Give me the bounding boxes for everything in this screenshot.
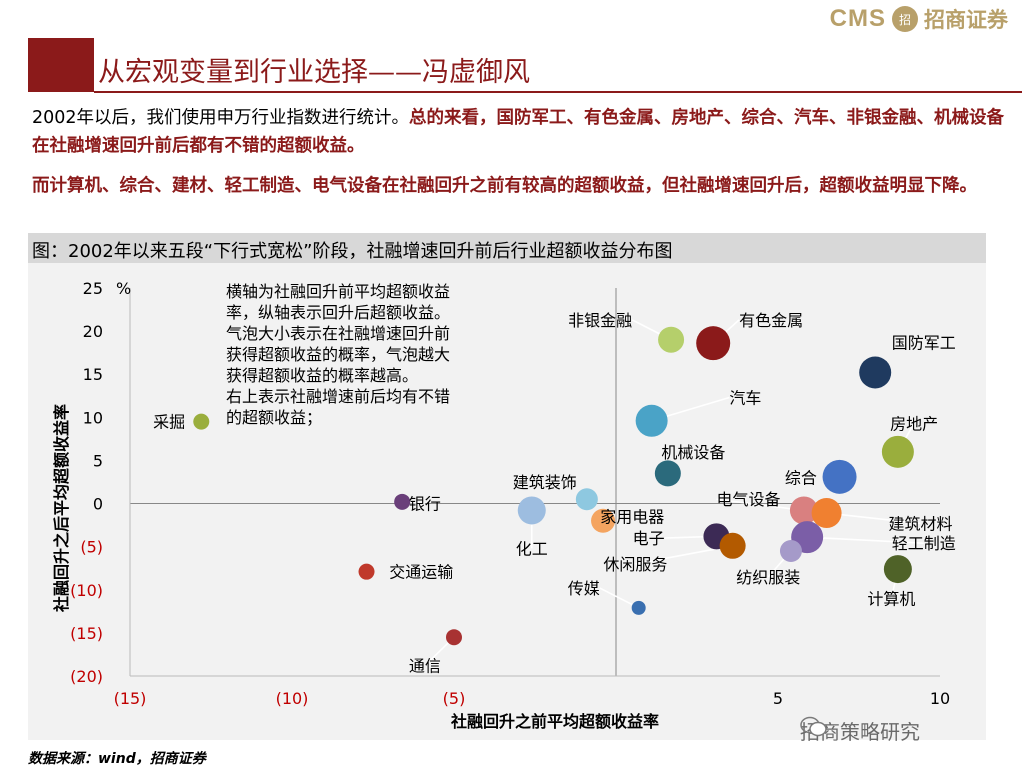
wechat-watermark: 招商策略研究 (800, 716, 920, 745)
title-accent-block (28, 38, 94, 92)
bubble (658, 326, 685, 353)
bubble (394, 493, 411, 510)
bubble (859, 356, 892, 389)
bubble (696, 326, 731, 361)
bubble (654, 460, 681, 487)
bubble-label: 建筑材料 (889, 514, 953, 533)
x-tick-label: (15) (114, 689, 147, 708)
source-note: 数据来源：wind，招商证券 (28, 751, 206, 767)
bubble (883, 555, 912, 584)
y-tick-label: (20) (70, 667, 103, 686)
y-tick-label: (15) (70, 624, 103, 643)
bubble-label: 房地产 (890, 414, 938, 433)
chart-leader-lines (402, 319, 924, 667)
bubble-label: 电子 (633, 529, 665, 548)
bubble (446, 629, 462, 646)
wechat-icon (800, 716, 827, 737)
bubble (811, 498, 842, 529)
y-tick-label: (5) (80, 538, 103, 557)
y-tick-label: 10 (83, 408, 103, 427)
y-axis-title: 社融回升之后平均超额收益率 (52, 404, 71, 613)
x-tick-label: (5) (443, 689, 466, 708)
bubble (631, 600, 646, 615)
bubble-label: 纺织服装 (736, 568, 800, 587)
bubble (779, 539, 802, 562)
bubble-label: 有色金属 (739, 311, 803, 330)
chart-bubbles (193, 326, 914, 646)
y-tick-label: 20 (83, 322, 103, 341)
annotation-line: 率，纵轴表示回升后超额收益。 (226, 303, 450, 322)
x-tick-label: 10 (930, 689, 950, 708)
bubble (719, 532, 746, 559)
bubble (635, 404, 668, 437)
leader-line (599, 587, 640, 609)
annotation-line: 横轴为社融回升前平均超额收益 (226, 282, 450, 301)
paragraph-2: 而计算机、综合、建材、轻工制造、电气设备在社融回升之前有较高的超额收益，但社融增… (32, 172, 1017, 200)
logo-cms-text: CMS (829, 5, 886, 32)
leader-line (807, 536, 924, 545)
y-unit-label: % (116, 279, 131, 298)
x-tick-label: 5 (773, 689, 783, 708)
paragraph-1-emphasis: 总的来看，国防军工、有色金属、房地产、综合、汽车、非银金融、机械设备在社融增速回… (32, 108, 1005, 156)
y-tick-label: (10) (70, 581, 103, 600)
bubble-label: 传媒 (568, 579, 600, 598)
bubble-label: 电气设备 (716, 490, 780, 509)
y-tick-label: 25 (83, 279, 103, 298)
leader-line (716, 498, 805, 512)
page-title: 从宏观变量到行业选择——冯虚御风 (98, 57, 530, 88)
bubble (193, 413, 210, 430)
annotation-line: 右上表示社融增速前后均有不错 (226, 387, 450, 406)
chart-annotation: 横轴为社融回升前平均超额收益率，纵轴表示回升后超额收益。气泡大小表示在社融增速回… (226, 282, 450, 427)
bubble-label: 化工 (516, 539, 548, 558)
bubble (517, 496, 546, 525)
bubble-label: 计算机 (867, 589, 915, 608)
x-tick-label: (10) (276, 689, 309, 708)
paragraph-2-emphasis: 而计算机、综合、建材、轻工制造、电气设备在社融回升之前有较高的超额收益，但社融增… (32, 176, 977, 196)
bubble-label: 交通运输 (389, 563, 453, 582)
bubble-label: 国防军工 (892, 333, 956, 352)
leader-line (826, 512, 921, 525)
annotation-line: 获得超额收益的概率，气泡越大 (226, 345, 450, 364)
figure-title: 图：2002年以来五段“下行式宽松”阶段，社融增速回升前后行业超额收益分布图 (32, 241, 673, 262)
bubble-label: 休闲服务 (603, 555, 667, 574)
y-tick-label: 15 (83, 365, 103, 384)
logo-mark-icon: 招 (892, 6, 918, 32)
figure-title-bar (28, 233, 986, 263)
y-tick-label: 0 (93, 495, 103, 514)
cms-logo: CMS 招 招商证券 (830, 4, 1008, 34)
bubble-label: 轻工制造 (892, 534, 956, 553)
bubble-label: 机械设备 (661, 443, 725, 462)
bubble-label: 采掘 (153, 413, 185, 432)
paragraph-1: 2002年以后，我们使用申万行业指数进行统计。总的来看，国防军工、有色金属、房地… (32, 104, 1017, 160)
bubble-label: 非银金融 (568, 311, 632, 330)
chart-axis-labels: 社融回升之前平均超额收益率 社融回升之后平均超额收益率 (52, 404, 659, 731)
bubble-label: 银行 (409, 495, 441, 514)
annotation-line: 气泡大小表示在社融增速回升前 (226, 324, 450, 343)
title-underline (94, 91, 1022, 93)
bubble-label: 通信 (409, 657, 441, 676)
logo-cn-text: 招商证券 (924, 8, 1008, 32)
bubble (822, 459, 857, 494)
bubble (591, 508, 616, 533)
bubble (358, 563, 375, 580)
bubble (789, 496, 818, 525)
bubble-label: 汽车 (729, 389, 761, 408)
bubble (881, 435, 914, 468)
x-axis-title: 社融回升之前平均超额收益率 (450, 712, 659, 731)
bubble-label: 建筑装饰 (513, 473, 577, 492)
annotation-line: 获得超额收益的概率越高。 (226, 366, 418, 385)
paragraph-1-plain: 2002年以后，我们使用申万行业指数进行统计。 (32, 108, 410, 128)
bubble-label: 家用电器 (600, 507, 664, 526)
bubble-label: 综合 (785, 469, 817, 488)
chart-ticks: 25 20 15 10 5 0 (5) (10) (15) (20)% (15) (10) (5) 5 10 (70, 279, 950, 708)
y-tick-label: 5 (93, 451, 103, 470)
annotation-line: 的超额收益； (226, 408, 322, 427)
bubble (575, 488, 598, 511)
